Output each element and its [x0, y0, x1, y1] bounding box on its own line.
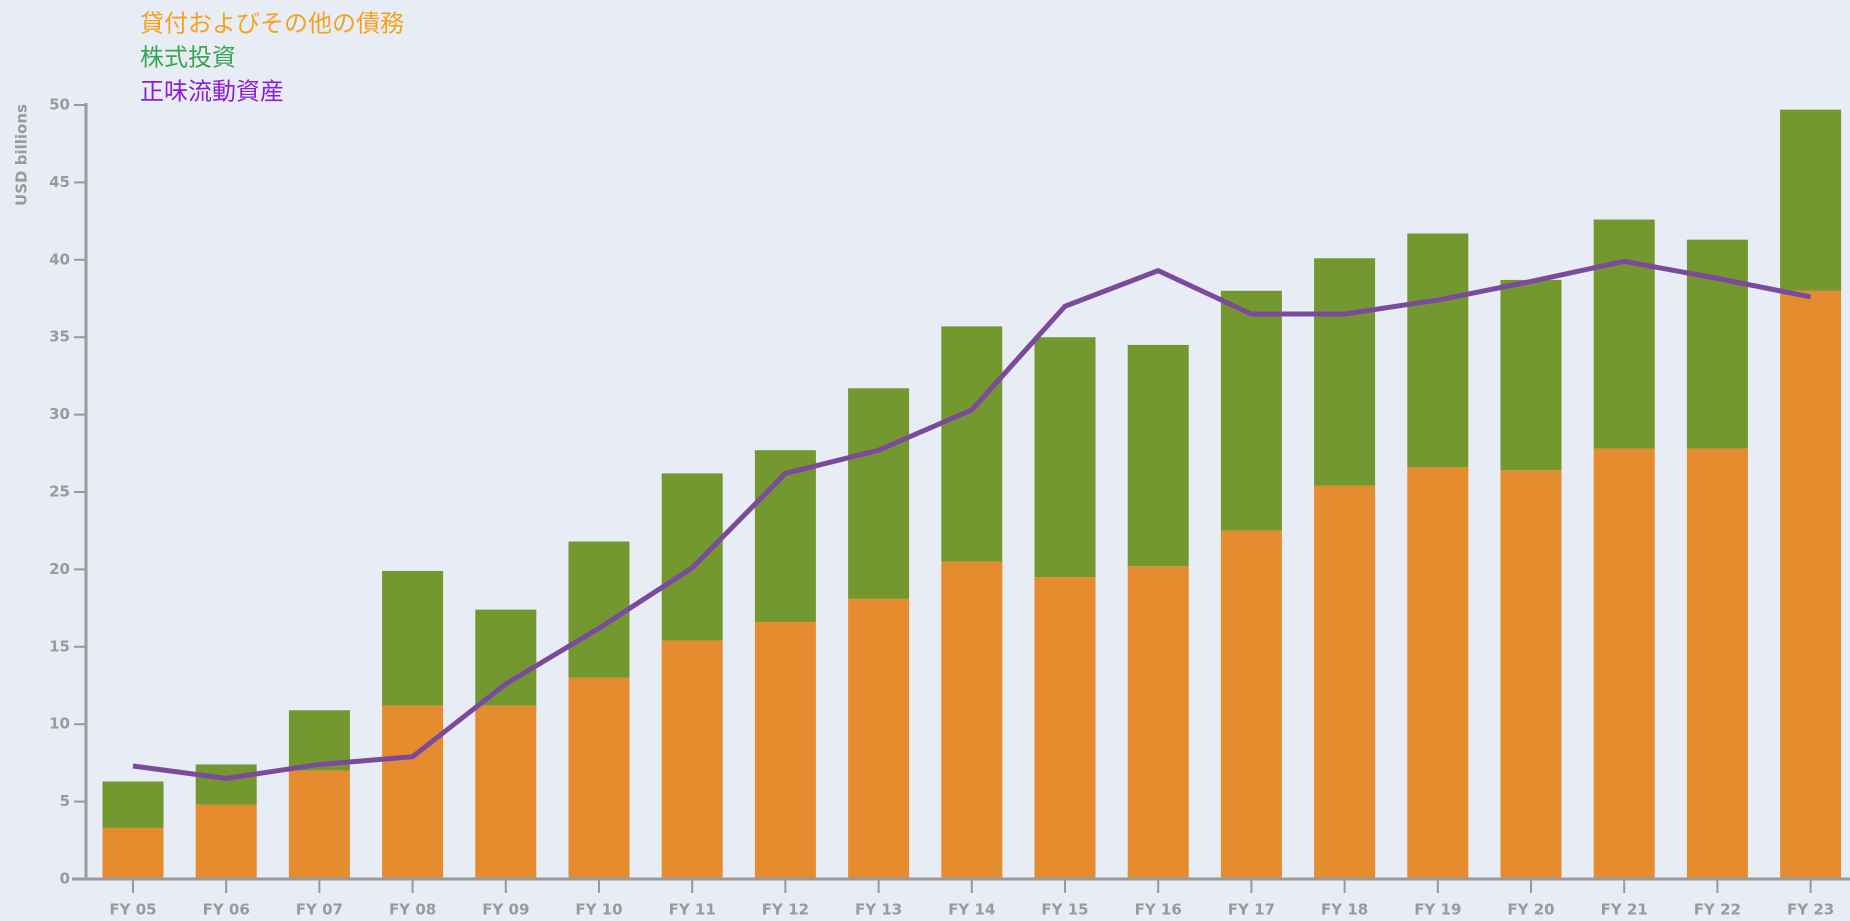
bar [1314, 485, 1376, 879]
legend-entry: 正味流動資産 [140, 78, 284, 106]
bar [195, 804, 257, 879]
bar [568, 677, 630, 879]
line [132, 258, 1812, 781]
y-tick-label: 45 [49, 173, 70, 191]
bar [941, 326, 1003, 562]
x-tick-label: FY 07 [296, 901, 343, 919]
y-tick-label: 10 [49, 715, 70, 733]
bar [1593, 219, 1655, 449]
y-tick-label: 30 [49, 405, 70, 423]
y-tick-label: 35 [49, 328, 70, 346]
bar [475, 609, 537, 706]
bar [1500, 279, 1562, 471]
bar [754, 450, 816, 623]
bar [1407, 467, 1469, 879]
legend-entry: 株式投資 [140, 44, 236, 72]
x-tick-label: FY 18 [1321, 901, 1368, 919]
y-tick-label: 50 [49, 96, 70, 114]
bar [288, 770, 350, 879]
x-tick-label: FY 20 [1507, 901, 1554, 919]
bar [102, 827, 164, 879]
bar [195, 764, 257, 805]
x-tick-label: FY 23 [1787, 901, 1834, 919]
legend-entry: 貸付およびその他の債務 [140, 10, 404, 38]
bar [1127, 344, 1189, 567]
y-tick-label: 20 [49, 560, 70, 578]
x-tick-label: FY 05 [109, 901, 156, 919]
bar [102, 781, 164, 828]
bar [1686, 448, 1748, 879]
bar [1500, 470, 1562, 879]
y-tick-label: 25 [49, 483, 70, 501]
bar [754, 622, 816, 879]
bar [382, 705, 444, 879]
y-tick-label: 0 [60, 870, 70, 888]
x-tick-label: FY 08 [389, 901, 436, 919]
x-tick-label: FY 21 [1601, 901, 1648, 919]
bar [1686, 239, 1748, 449]
bar [1220, 290, 1282, 531]
x-tick-label: FY 17 [1228, 901, 1275, 919]
y-axis-label: USD billions [13, 104, 31, 206]
y-tick-label: 5 [60, 792, 70, 810]
x-tick-label: FY 11 [669, 901, 716, 919]
bar [568, 541, 630, 678]
bar [1220, 530, 1282, 879]
bar [661, 640, 723, 879]
bar [941, 561, 1003, 879]
bar [848, 388, 910, 599]
bar [1034, 577, 1096, 879]
y-tick-label: 15 [49, 637, 70, 655]
x-tick-label: FY 15 [1041, 901, 1088, 919]
x-tick-label: FY 12 [762, 901, 809, 919]
bar [1780, 109, 1842, 291]
x-tick-label: FY 09 [482, 901, 529, 919]
x-tick-label: FY 13 [855, 901, 902, 919]
bar [1127, 566, 1189, 879]
bar [382, 570, 444, 706]
bar [1780, 290, 1842, 879]
x-tick-label: FY 06 [203, 901, 250, 919]
bar [1314, 258, 1376, 486]
x-tick-label: FY 19 [1414, 901, 1461, 919]
bar [661, 473, 723, 641]
y-tick-label: 40 [49, 250, 70, 268]
bar [1593, 448, 1655, 879]
x-tick-label: FY 14 [948, 901, 995, 919]
x-tick-label: FY 22 [1694, 901, 1741, 919]
bar [1407, 233, 1469, 468]
x-tick-label: FY 16 [1135, 901, 1182, 919]
bar [848, 598, 910, 879]
bar [475, 705, 537, 879]
x-tick-label: FY 10 [575, 901, 622, 919]
bar [1034, 337, 1096, 578]
